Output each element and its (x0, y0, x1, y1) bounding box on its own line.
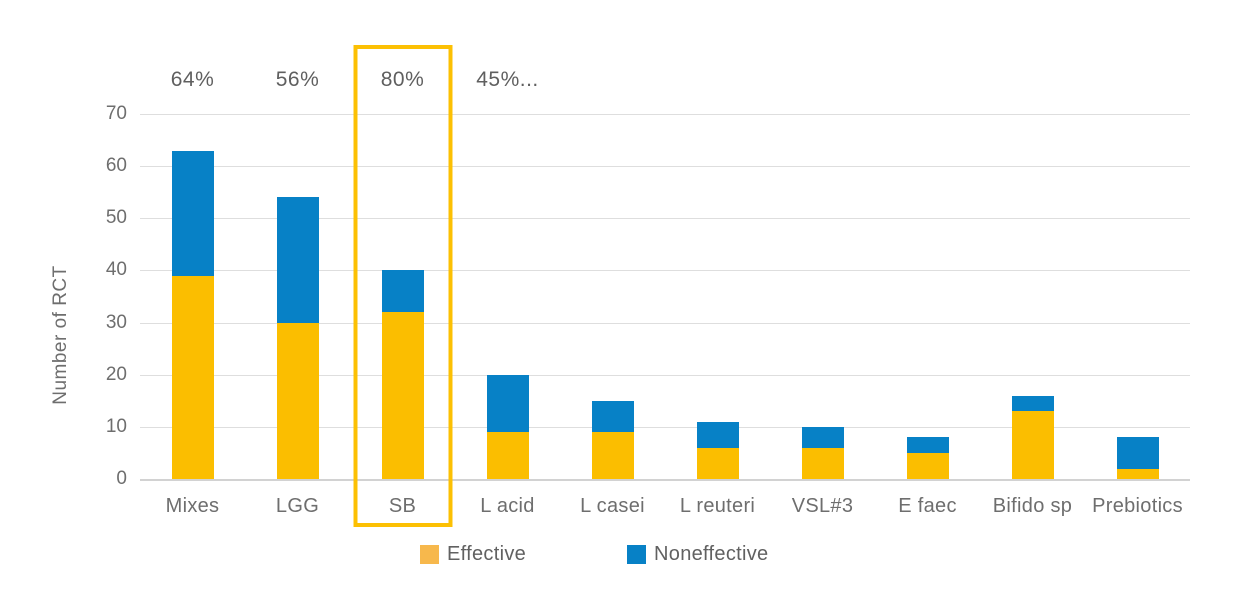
y-tick-label: 60 (105, 155, 127, 177)
category-slot-sb: 80% SB (350, 45, 455, 527)
bar-segment-noneffective (171, 150, 214, 276)
gridline (140, 270, 1190, 272)
plot-area: 70 60 50 40 30 20 10 0 64% Mixes 56% LGG 80% SB 45%..… (106, 45, 1190, 527)
x-axis-label: VSL#3 (791, 495, 854, 517)
category-slot-mixes: 64% Mixes (140, 68, 245, 517)
stacked-bar (381, 270, 424, 479)
bar-segment-noneffective (381, 270, 424, 313)
category-slot-e-faec: E faec (875, 114, 980, 517)
gridline (140, 218, 1190, 220)
y-tick-label: 50 (105, 207, 127, 229)
bar-segment-noneffective (801, 426, 844, 448)
stacked-bar (1011, 395, 1054, 479)
bar-segment-effective (381, 312, 424, 479)
bar-segment-effective (171, 275, 214, 479)
legend-effective-swatch (420, 545, 439, 564)
bar-segment-noneffective (486, 374, 529, 433)
bar-segment-effective (1011, 411, 1054, 479)
stacked-bar (696, 421, 739, 479)
bar-segment-effective (1116, 468, 1159, 479)
y-tick-label: 40 (105, 259, 127, 281)
x-axis-label: L acid (480, 495, 535, 517)
percentage-label: 56% (275, 68, 320, 91)
bar-segment-noneffective (1011, 395, 1054, 412)
category-slot-lgg: 56% LGG (245, 68, 350, 517)
stacked-bar (1116, 437, 1159, 479)
stacked-bar (171, 150, 214, 479)
y-tick-label: 0 (116, 468, 127, 489)
legend-noneffective-swatch (627, 545, 647, 564)
bar-segment-noneffective (906, 437, 949, 453)
legend-item-effective: Effective (420, 543, 526, 566)
x-axis-label: SB (388, 495, 417, 517)
bar-segment-effective (696, 447, 739, 479)
gridline (140, 166, 1190, 168)
bar-segment-effective (276, 322, 319, 479)
category-slot-l-reuteri: L reuteri (665, 114, 770, 517)
category-slot-vsl-3: VSL#3 (770, 114, 875, 517)
gridline (140, 114, 1190, 115)
percentage-label: 45%... (476, 68, 539, 91)
stacked-bar (486, 374, 529, 479)
bar-segment-noneffective (1116, 437, 1159, 469)
y-tick-label: 10 (105, 415, 127, 437)
percentage-label: 64% (170, 68, 215, 91)
y-tick-label: 70 (105, 103, 127, 124)
bar-segment-noneffective (696, 421, 739, 448)
stacked-bar (591, 400, 634, 479)
stacked-bar (906, 437, 949, 479)
category-slot-l-acid: 45%... L acid (455, 68, 560, 517)
x-axis-label: Bifido sp (992, 495, 1073, 517)
stacked-bar (276, 197, 319, 479)
bar-segment-noneffective (276, 197, 319, 323)
bar-segment-effective (486, 432, 529, 479)
y-tick-label: 30 (105, 311, 127, 333)
category-slot-bifido-sp: Bifido sp (980, 114, 1085, 517)
category-slot-l-casei: L casei (560, 114, 665, 517)
gridline (140, 426, 1190, 428)
category-slots: 64% Mixes 56% LGG 80% SB 45%... L acid L casei L … (140, 45, 1190, 527)
x-axis-label: L reuteri (679, 495, 756, 517)
y-tick-label: 20 (105, 363, 127, 385)
legend-effective-label: Effective (447, 543, 527, 565)
legend-noneffective-label: Noneffective (654, 543, 769, 565)
category-slot-prebiotics: Prebiotics (1085, 114, 1190, 517)
x-axis-label: LGG (275, 495, 320, 517)
bar-segment-effective (906, 452, 949, 479)
legend: Effective Noneffective (420, 543, 768, 566)
gridline (140, 479, 1190, 481)
x-axis-label: Prebiotics (1092, 495, 1183, 517)
bar-segment-noneffective (591, 400, 634, 433)
bar-segment-effective (591, 432, 634, 479)
stacked-bar (801, 426, 844, 479)
x-axis-label: L casei (580, 495, 645, 517)
gridline (140, 374, 1190, 376)
percentage-label: 80% (380, 68, 425, 91)
x-axis-label: Mixes (165, 495, 220, 517)
bar-segment-effective (801, 447, 844, 479)
gridline (140, 322, 1190, 324)
legend-item-noneffective: Noneffective (627, 543, 768, 566)
x-axis-label: E faec (898, 495, 957, 517)
